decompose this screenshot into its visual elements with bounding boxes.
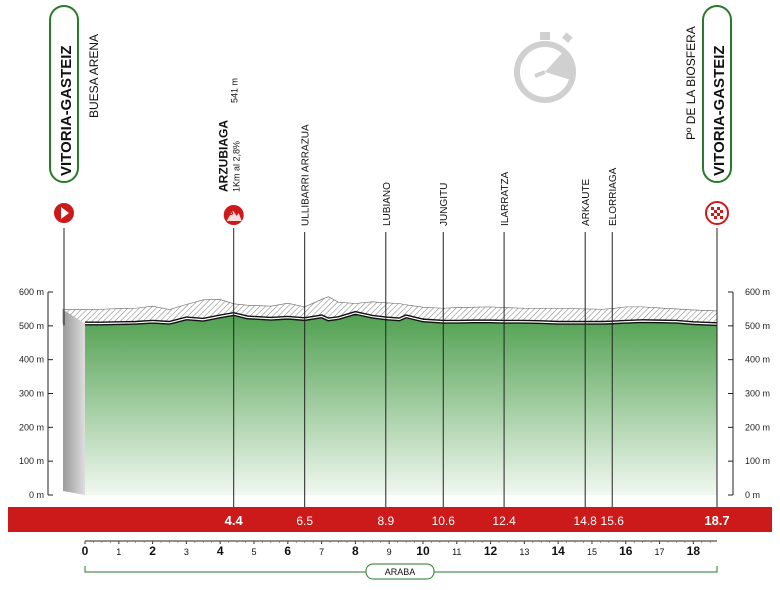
checker-cell bbox=[711, 213, 714, 216]
mountain-icon bbox=[226, 210, 242, 221]
y-tick-label-left: 0 m bbox=[29, 490, 44, 500]
x-tick-label: 12 bbox=[484, 544, 498, 558]
y-tick-label-right: 400 m bbox=[745, 355, 770, 365]
finish-name: VITORIA-GASTEIZ bbox=[711, 45, 728, 176]
x-tick-label: 10 bbox=[416, 544, 430, 558]
y-tick-label-left: 200 m bbox=[19, 422, 44, 432]
x-tick-label: 0 bbox=[82, 544, 89, 558]
waypoint-name: ILARRATZA bbox=[500, 171, 511, 226]
km-bar bbox=[8, 507, 772, 532]
x-tick-label: 6 bbox=[284, 544, 291, 558]
x-tick-label: 13 bbox=[519, 547, 529, 557]
x-tick-label: 11 bbox=[452, 547, 461, 557]
climb-name: ARZUBIAGA bbox=[217, 120, 231, 192]
y-tick-label-left: 300 m bbox=[19, 389, 44, 399]
x-tick-label: 7 bbox=[319, 547, 324, 557]
y-tick-label-right: 600 m bbox=[745, 287, 770, 297]
checker-cell bbox=[720, 210, 723, 213]
checker-cell bbox=[717, 207, 720, 210]
x-tick-label: 14 bbox=[551, 544, 565, 558]
x-tick-label: 3 bbox=[184, 547, 189, 557]
km-label-waypoint: 8.9 bbox=[377, 514, 394, 528]
x-tick-label: 5 bbox=[251, 547, 256, 557]
checker-cell bbox=[717, 213, 720, 216]
y-tick-label-left: 600 m bbox=[19, 287, 44, 297]
finish-sub: Pº DE LA BIOSFERA bbox=[684, 26, 698, 140]
y-tick-label-right: 100 m bbox=[745, 456, 770, 466]
decor-layer bbox=[514, 32, 576, 103]
profile-line-inner bbox=[85, 312, 718, 325]
y-tick-label-right: 0 m bbox=[745, 490, 760, 500]
play-arrow-icon bbox=[61, 207, 69, 219]
y-tick-label-left: 100 m bbox=[19, 456, 44, 466]
leader-lines-layer bbox=[63, 228, 718, 507]
waypoint-name: ARKAUTE bbox=[581, 178, 592, 226]
profile-side-face bbox=[63, 309, 85, 495]
y-tick-label-right: 300 m bbox=[745, 389, 770, 399]
profile-area bbox=[85, 312, 717, 495]
km-label-waypoint: 10.6 bbox=[432, 514, 456, 528]
checker-cell bbox=[720, 216, 723, 219]
start-name: VITORIA-GASTEIZ bbox=[58, 45, 75, 176]
y-tick-label-left: 500 m bbox=[19, 321, 44, 331]
waypoint-name: JUNGITU bbox=[439, 183, 450, 226]
stopwatch-crown bbox=[540, 32, 550, 40]
km-label-waypoint: 6.5 bbox=[296, 514, 313, 528]
km-label-waypoint: 14.8 bbox=[574, 514, 598, 528]
region-name: ARABA bbox=[385, 567, 416, 577]
stopwatch-button bbox=[562, 32, 573, 43]
labels-layer: ULLIBARRI ARRAZUA LUBIANO JUNGITU ILARRATZA… bbox=[49, 5, 732, 227]
x-tick-label: 4 bbox=[217, 544, 224, 558]
x-tick-label: 18 bbox=[687, 544, 701, 558]
stopwatch-icon bbox=[514, 41, 576, 103]
km-label-finish: 18.7 bbox=[704, 513, 729, 528]
x-tick-label: 9 bbox=[387, 547, 392, 557]
y-tick-label-left: 400 m bbox=[19, 355, 44, 365]
y-tick-label-right: 500 m bbox=[745, 321, 770, 331]
y-tick-label-right: 200 m bbox=[745, 422, 770, 432]
x-tick-label: 8 bbox=[352, 544, 359, 558]
km-bar-layer: 4.4 6.5 8.9 10.6 12.4 14.8 15.6 18.7 bbox=[8, 507, 772, 532]
stopwatch-hand bbox=[534, 70, 546, 78]
x-tick-label: 2 bbox=[149, 544, 156, 558]
km-label-waypoint: 15.6 bbox=[601, 514, 625, 528]
waypoint-name: ULLIBARRI ARRAZUA bbox=[301, 124, 312, 226]
x-tick-label: 15 bbox=[587, 547, 597, 557]
stopwatch-sector bbox=[545, 52, 573, 80]
axes-layer: 0 m 0 m 100 m 100 m 200 m 200 m 300 m 300 m 400 … bbox=[19, 287, 770, 500]
checker-cell bbox=[714, 210, 717, 213]
region-pill bbox=[365, 563, 435, 580]
climb-altitude: 541 m bbox=[230, 78, 240, 103]
x-tick-label: 1 bbox=[116, 547, 121, 557]
climb-detail: 1Km al 2,8% bbox=[232, 141, 242, 192]
start-sub: BUESA ARENA bbox=[87, 34, 101, 118]
climb-category: 3ª bbox=[229, 208, 236, 217]
checker-cell bbox=[714, 216, 717, 219]
finish-pill bbox=[702, 5, 732, 183]
checker-cell bbox=[711, 207, 714, 210]
waypoint-name: LUBIANO bbox=[382, 182, 393, 226]
profile-area-layer bbox=[63, 309, 718, 495]
x-tick-label: 17 bbox=[655, 547, 665, 557]
km-label-waypoint: 12.4 bbox=[492, 514, 516, 528]
x-tick-label: 16 bbox=[619, 544, 633, 558]
waypoint-name: ELORRIAGA bbox=[608, 167, 619, 226]
start-pill bbox=[49, 5, 79, 183]
km-label-climb: 4.4 bbox=[225, 513, 244, 528]
